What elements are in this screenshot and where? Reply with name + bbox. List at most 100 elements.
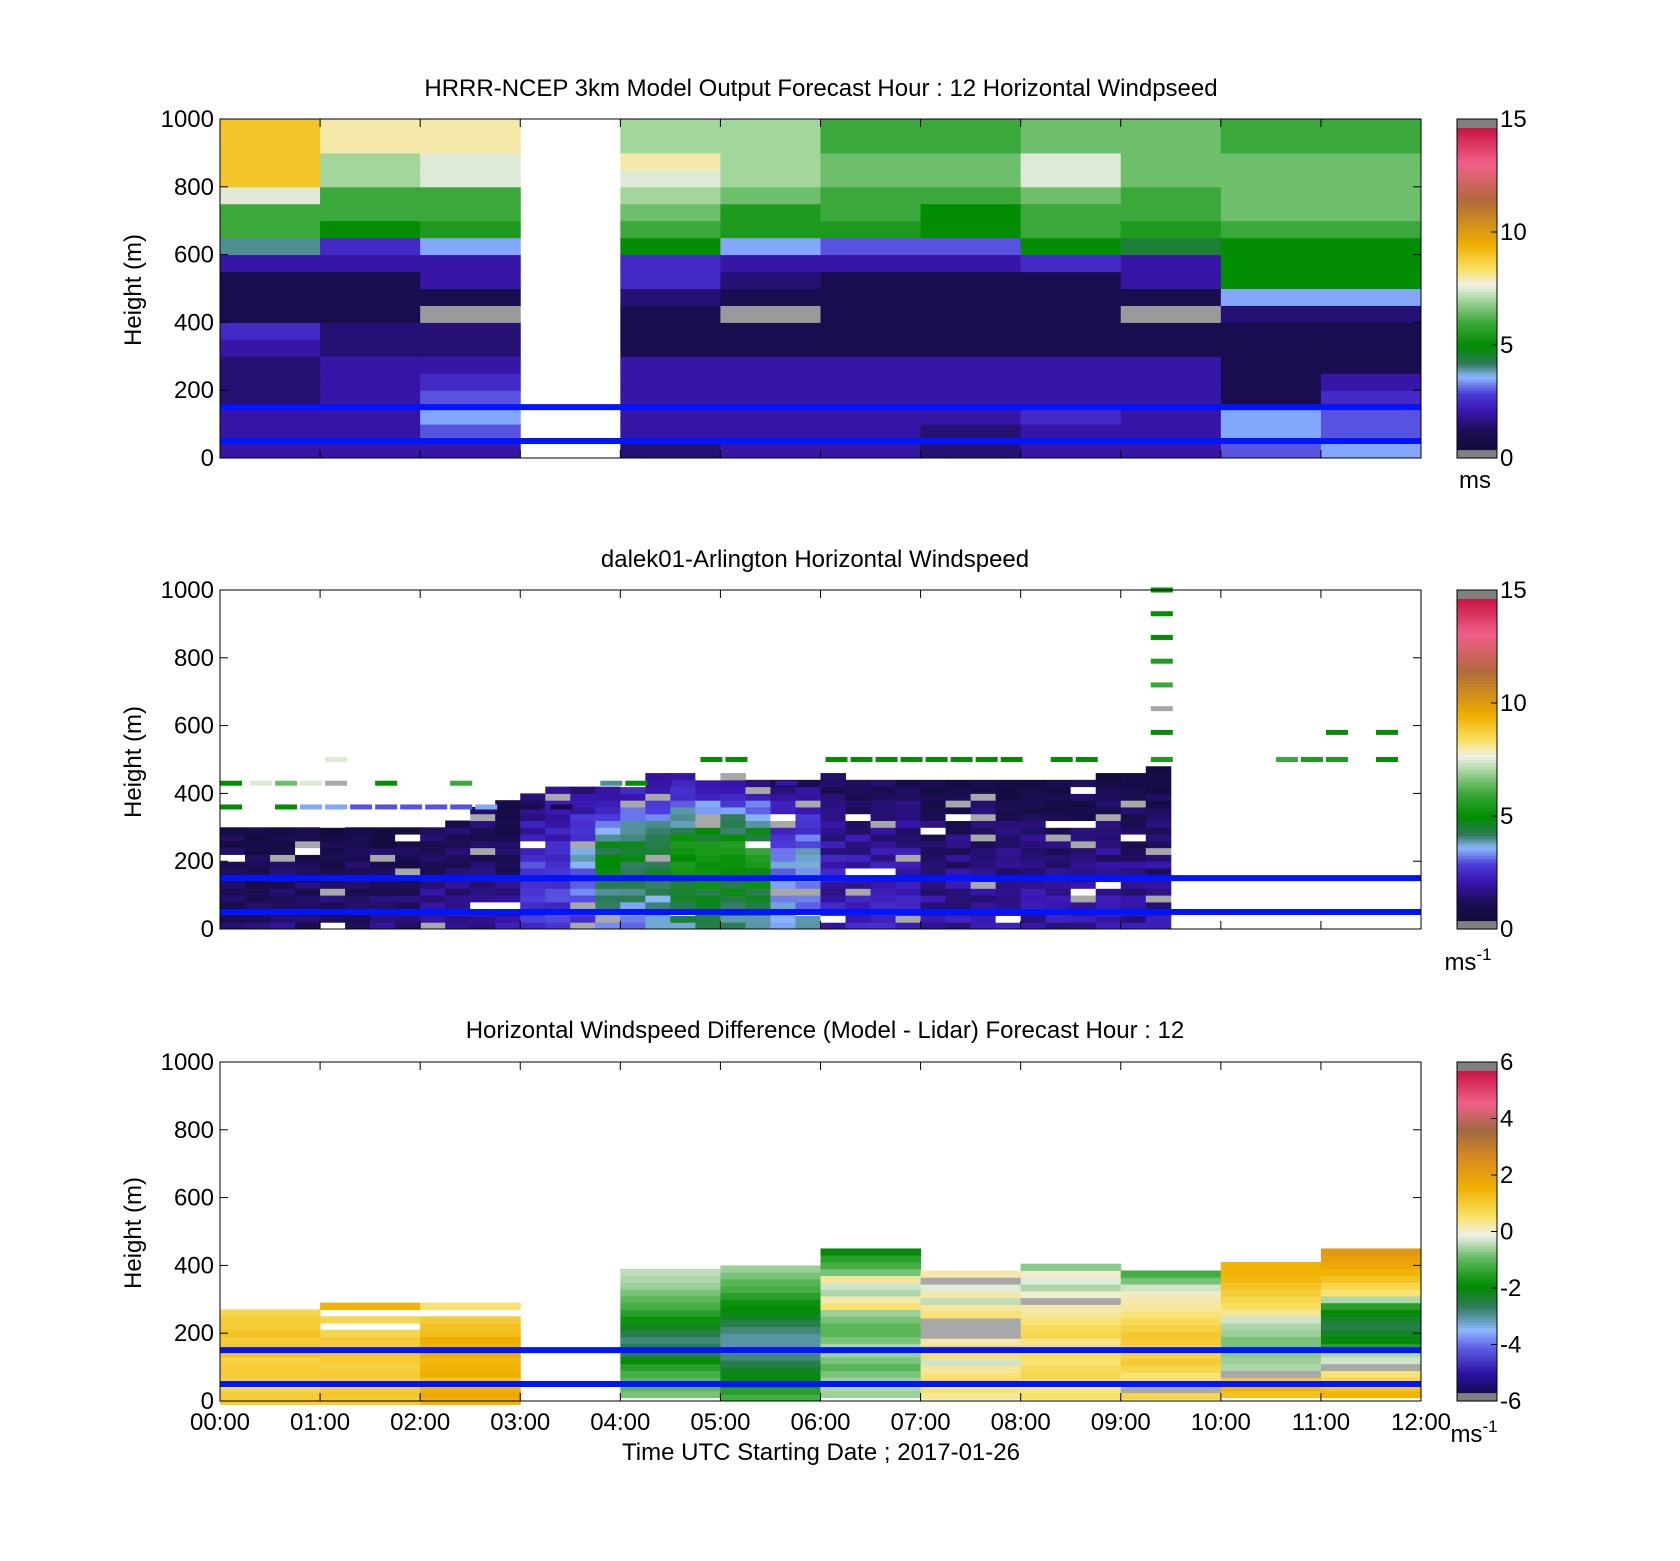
lidar-gate bbox=[695, 861, 721, 869]
heatmap-cell bbox=[720, 135, 821, 154]
colorbar-swatch bbox=[1457, 441, 1497, 445]
lidar-gate bbox=[820, 806, 847, 815]
colorbar-swatch bbox=[1457, 714, 1497, 718]
heatmap-cell bbox=[220, 1343, 321, 1351]
lidar-gate bbox=[395, 881, 421, 889]
lidar-gate bbox=[1070, 867, 1097, 876]
colorbar-swatch bbox=[1457, 390, 1497, 394]
lidar-gate bbox=[945, 895, 972, 903]
lidar-gate bbox=[495, 847, 521, 855]
lidar-gate bbox=[495, 827, 521, 835]
lidar-gate bbox=[270, 854, 296, 862]
colorbar-frame bbox=[1456, 118, 1498, 459]
lidar-gate bbox=[995, 854, 1022, 862]
colorbar-swatch bbox=[1457, 308, 1497, 312]
colorbar-swatch bbox=[1457, 356, 1497, 360]
lidar-gate bbox=[1145, 840, 1172, 849]
heatmap-cell bbox=[820, 1268, 922, 1277]
colorbar-swatch bbox=[1457, 1208, 1497, 1213]
lidar-gate bbox=[1120, 922, 1147, 930]
lidar-gate bbox=[345, 827, 371, 835]
heatmap-cell bbox=[620, 1350, 721, 1358]
colorbar-swatch bbox=[1457, 1231, 1497, 1235]
lidar-gate bbox=[1120, 854, 1147, 862]
heatmap-cell bbox=[1220, 152, 1322, 171]
heatmap-cell bbox=[320, 1316, 421, 1324]
heatmap-cell bbox=[1120, 1351, 1222, 1360]
colorbar-swatch bbox=[1457, 897, 1497, 902]
heatmap-cell bbox=[420, 1377, 521, 1385]
heatmap-cell bbox=[1020, 254, 1122, 273]
heatmap-cell bbox=[920, 1331, 1022, 1339]
heatmap-cell bbox=[220, 186, 321, 205]
lidar-gate bbox=[595, 840, 621, 849]
heatmap-cell bbox=[220, 1377, 321, 1385]
lidar-gate bbox=[420, 867, 446, 876]
lidar-gate bbox=[595, 888, 621, 896]
colorbar-swatch bbox=[1457, 291, 1497, 295]
heatmap-cell bbox=[1020, 271, 1122, 289]
lidar-gate bbox=[795, 847, 821, 855]
lidar-gate bbox=[670, 847, 696, 855]
lidar-gate bbox=[695, 800, 721, 808]
lidar-gate bbox=[570, 895, 596, 903]
colorbar-swatch bbox=[1457, 1313, 1497, 1317]
lidar-gate bbox=[745, 779, 771, 788]
lidar-gate bbox=[1120, 915, 1147, 923]
lidar-gate bbox=[820, 915, 847, 923]
heatmap-cell bbox=[820, 135, 922, 154]
lidar-gate bbox=[820, 786, 847, 794]
lidar-aloft-return bbox=[850, 757, 873, 762]
lidar-gate bbox=[945, 847, 972, 855]
lidar-gate bbox=[220, 827, 246, 835]
heatmap-cell bbox=[820, 203, 922, 222]
colorbar-swatch bbox=[1457, 799, 1497, 803]
colorbar-swatch bbox=[1457, 773, 1497, 778]
heatmap-cell bbox=[1020, 1297, 1122, 1305]
lidar-gate bbox=[220, 922, 246, 930]
colorbar-swatch bbox=[1457, 1095, 1497, 1100]
heatmap-cell bbox=[820, 1343, 922, 1351]
colorbar-swatch bbox=[1457, 432, 1497, 436]
colorbar-swatch bbox=[1457, 1081, 1497, 1086]
lidar-aloft-return bbox=[900, 757, 923, 762]
lidar-gate bbox=[1145, 888, 1172, 896]
colorbar-tick-label: 2 bbox=[1500, 1162, 1513, 1189]
lidar-gate bbox=[395, 834, 421, 842]
lidar-gate bbox=[245, 867, 271, 876]
colorbar-swatch bbox=[1457, 1352, 1497, 1357]
colorbar-swatch bbox=[1457, 328, 1497, 332]
colorbar-swatch bbox=[1457, 923, 1497, 927]
colorbar-swatch bbox=[1457, 232, 1497, 236]
colorbar-swatch bbox=[1457, 810, 1497, 814]
heatmap-cell bbox=[1320, 1302, 1422, 1310]
lidar-gate bbox=[1020, 806, 1047, 815]
heatmap-cell bbox=[1320, 424, 1422, 442]
heatmap-cell bbox=[1220, 390, 1322, 408]
heatmap-cell bbox=[1220, 1390, 1322, 1399]
heatmap-cell bbox=[1220, 1295, 1322, 1304]
lidar-aloft-return bbox=[375, 804, 398, 810]
lidar-gate bbox=[420, 888, 446, 896]
lidar-gate bbox=[495, 840, 521, 849]
lidar-gate bbox=[870, 881, 897, 889]
heatmap-cell bbox=[920, 339, 1022, 357]
lidar-gate bbox=[745, 847, 771, 855]
lidar-gate bbox=[520, 806, 546, 815]
heatmap-cell bbox=[1320, 1275, 1422, 1283]
heatmap-cell bbox=[1020, 152, 1122, 171]
lidar-gate bbox=[570, 820, 596, 828]
lidar-gate bbox=[620, 888, 646, 896]
lidar-gate bbox=[770, 820, 796, 828]
lidar-gate bbox=[1145, 847, 1172, 855]
colorbar-swatch bbox=[1457, 1304, 1497, 1309]
lidar-gate bbox=[770, 861, 796, 869]
lidar-gate bbox=[445, 895, 471, 903]
colorbar-swatch bbox=[1457, 248, 1497, 253]
lidar-gate bbox=[520, 827, 546, 835]
colorbar-swatch bbox=[1457, 818, 1497, 823]
heatmap-cell bbox=[1020, 1304, 1122, 1312]
lidar-gate bbox=[470, 813, 496, 822]
lidar-gate bbox=[445, 881, 471, 889]
lidar-gate bbox=[920, 813, 947, 822]
